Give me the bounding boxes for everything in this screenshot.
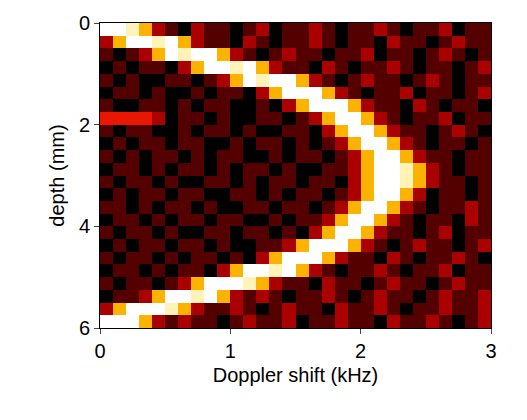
- svg-text:3: 3: [485, 340, 496, 362]
- svg-text:2: 2: [79, 114, 90, 136]
- svg-text:6: 6: [79, 317, 90, 339]
- svg-text:0: 0: [94, 340, 105, 362]
- svg-text:4: 4: [79, 215, 90, 237]
- svg-text:2: 2: [355, 340, 366, 362]
- svg-text:depth (mm): depth (mm): [46, 124, 68, 226]
- svg-text:Doppler shift (kHz): Doppler shift (kHz): [213, 364, 379, 386]
- svg-text:1: 1: [225, 340, 236, 362]
- svg-text:0: 0: [79, 12, 90, 34]
